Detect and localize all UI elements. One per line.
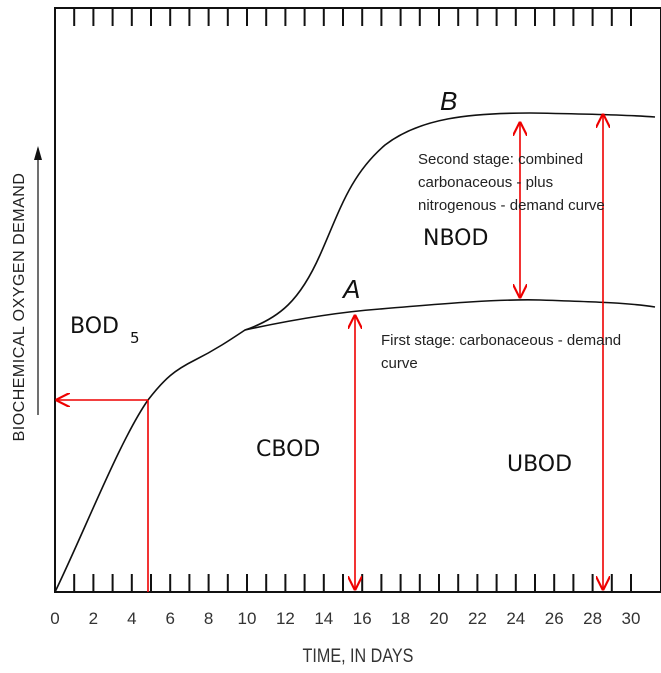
x-tick-label: 8: [204, 609, 213, 628]
curve-b: [244, 112, 656, 331]
x-tick-label: 24: [506, 609, 525, 628]
curve-b-description: Second stage: combined: [418, 151, 583, 168]
x-tick-label: 26: [545, 609, 564, 628]
ticks: 0 2 4 6 8 10 12 14 16 18 20 22 24 26 28 30: [50, 8, 640, 628]
curve-b-description: nitrogenous - demand curve: [418, 197, 605, 214]
nbod-label: NBOD: [423, 226, 488, 251]
bod-subscript: 5: [130, 329, 140, 347]
bod-label: BOD: [70, 314, 119, 339]
x-tick-label: 18: [391, 609, 410, 628]
x-tick-label: 0: [50, 609, 59, 628]
ubod-label: UBOD: [507, 452, 572, 477]
x-tick-label: 20: [430, 609, 449, 628]
cbod-label: CBOD: [256, 437, 320, 462]
x-tick-label: 30: [622, 609, 641, 628]
curve-b-name: B: [440, 86, 457, 116]
x-tick-label: 22: [468, 609, 487, 628]
curve-a-description: First stage: carbonaceous - demand: [381, 332, 621, 349]
curve-a-name: A: [341, 274, 360, 304]
curve-a: [54, 299, 656, 593]
curve-a-description: curve: [381, 355, 418, 372]
x-axis-label: TIME, IN DAYS: [303, 645, 414, 667]
x-tick-label: 2: [89, 609, 98, 628]
x-tick-label: 28: [583, 609, 602, 628]
y-axis-arrowhead: [34, 146, 42, 160]
x-tick-label: 16: [353, 609, 372, 628]
x-tick-label: 6: [165, 609, 174, 628]
x-tick-label: 14: [314, 609, 333, 628]
plot-frame: [54, 7, 661, 593]
x-tick-label: 10: [238, 609, 257, 628]
y-axis-label: BIOCHEMICAL OXYGEN DEMAND: [11, 173, 28, 442]
x-tick-label: 4: [127, 609, 136, 628]
x-tick-label: 12: [276, 609, 295, 628]
curve-b-description: carbonaceous - plus: [418, 174, 553, 191]
